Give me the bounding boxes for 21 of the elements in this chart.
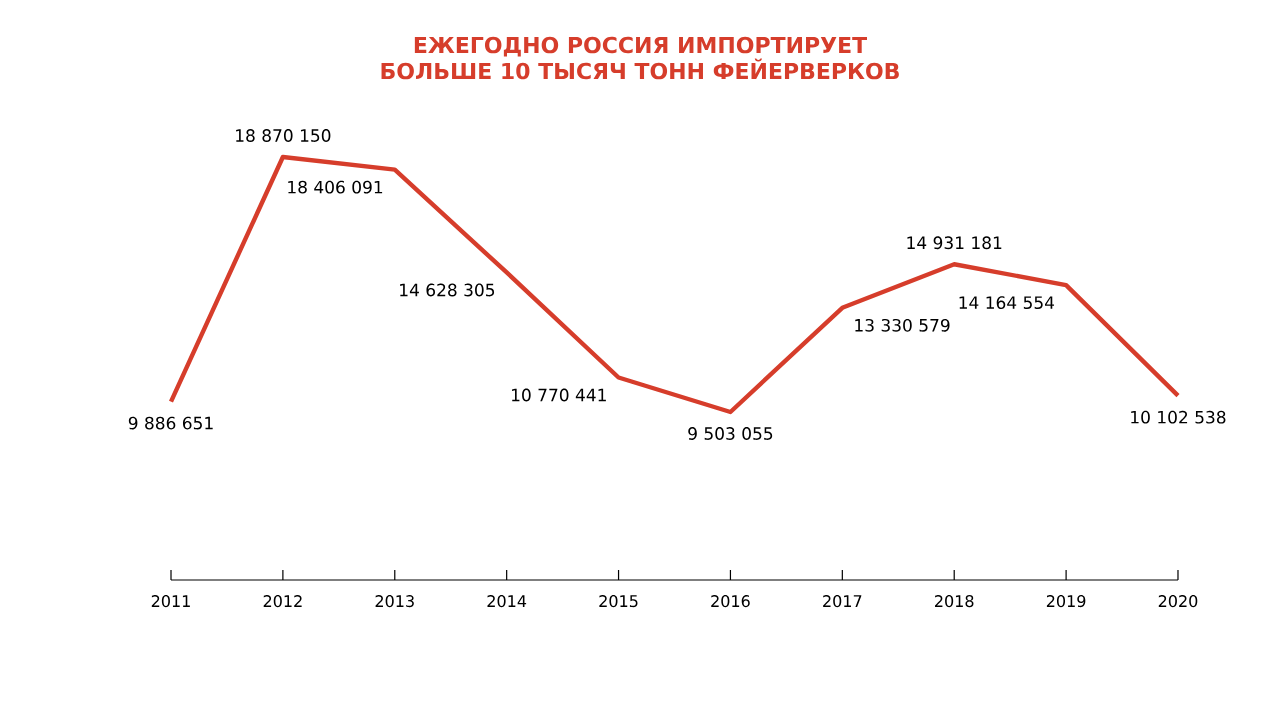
x-tick-label: 2012 bbox=[263, 595, 302, 608]
chart-title: ЕЖЕГОДНО РОССИЯ ИМПОРТИРУЕТ БОЛЬШЕ 10 ТЫСЯЧ ТОНН ФЕЙЕРВЕРКОВ bbox=[381, 36, 899, 80]
x-tick-label: 2018 bbox=[935, 595, 974, 608]
x-tick-label: 2017 bbox=[823, 595, 862, 608]
data-label: 13 330 579 bbox=[855, 318, 950, 332]
data-label: 14 628 305 bbox=[400, 283, 495, 297]
x-tick-label: 2015 bbox=[599, 595, 638, 608]
data-label: 9 503 055 bbox=[688, 427, 773, 440]
data-label: 10 770 441 bbox=[512, 388, 606, 402]
x-tick-label: 2019 bbox=[1046, 595, 1086, 608]
x-tick-label: 2020 bbox=[1158, 595, 1198, 608]
data-label: 10 102 538 bbox=[1131, 410, 1226, 424]
x-tick-label: 2013 bbox=[375, 595, 414, 608]
data-label: 14 164 554 bbox=[959, 296, 1055, 310]
x-tick-label: 2011 bbox=[151, 595, 190, 608]
data-label: 9 886 651 bbox=[128, 416, 213, 430]
x-tick-label: 2016 bbox=[711, 595, 750, 608]
x-tick-label: 2014 bbox=[487, 595, 527, 608]
data-label: 18 870 150 bbox=[236, 129, 331, 142]
data-label: 14 931 181 bbox=[907, 236, 1002, 250]
data-label: 18 406 091 bbox=[288, 180, 383, 194]
